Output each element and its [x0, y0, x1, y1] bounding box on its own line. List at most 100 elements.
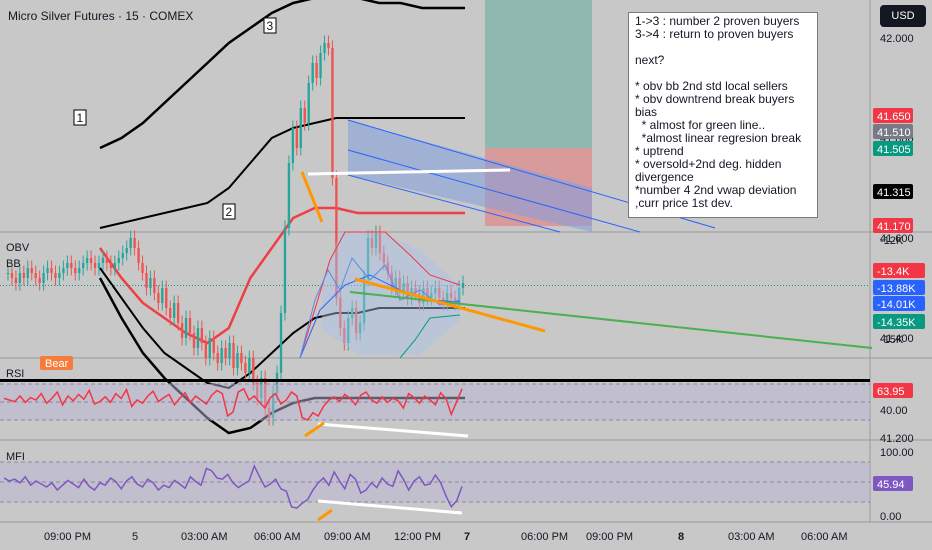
- x-tick-label: 09:00 AM: [324, 531, 370, 543]
- candle: [307, 83, 310, 123]
- candle: [85, 258, 89, 263]
- candle: [445, 293, 449, 303]
- candle: [319, 53, 322, 78]
- wave-label-box: [263, 17, 277, 34]
- candle: [30, 268, 33, 273]
- candle: [358, 323, 362, 333]
- candle: [283, 228, 287, 313]
- candle: [161, 288, 164, 303]
- rsi-value-tag-label: 63.95: [877, 386, 905, 398]
- price-tag-label: 41.650: [877, 111, 911, 123]
- candle: [145, 273, 148, 288]
- candle: [228, 343, 231, 358]
- annotation-note[interactable]: 1->3 : number 2 proven buyers 3->4 : ret…: [628, 12, 818, 218]
- candle: [93, 263, 97, 268]
- rsi-divergence-line: [317, 422, 469, 438]
- candle: [232, 343, 235, 368]
- price-tag: [873, 141, 913, 156]
- candle: [422, 288, 425, 303]
- candle: [113, 263, 117, 268]
- candle: [38, 278, 41, 283]
- vwap-band-vwap: [98, 206, 465, 345]
- candle: [275, 373, 279, 393]
- candle: [133, 238, 136, 248]
- candle: [172, 303, 176, 318]
- candle: [351, 308, 354, 318]
- x-tick-label: 03:00 AM: [181, 531, 227, 543]
- candle: [323, 43, 326, 53]
- candle: [430, 293, 433, 298]
- candle: [81, 263, 85, 268]
- obv-bb-fill: [322, 232, 460, 355]
- candle: [252, 358, 255, 383]
- candle: [66, 263, 69, 268]
- candle: [97, 263, 101, 268]
- candle: [295, 128, 299, 148]
- candle: [26, 268, 29, 278]
- obv-line: [299, 257, 461, 359]
- price-tag: [873, 108, 913, 123]
- candle: [105, 258, 109, 263]
- candle: [303, 108, 306, 123]
- candle: [74, 268, 77, 273]
- candle: [220, 348, 223, 363]
- price-tag-label: 41.315: [877, 187, 911, 199]
- rsi-tick-label: 40.00: [880, 405, 908, 417]
- candle: [287, 163, 291, 228]
- candle: [165, 288, 168, 308]
- candle: [208, 338, 211, 358]
- candle: [327, 43, 330, 48]
- price-tick-label: 42.000: [880, 33, 914, 45]
- price-orange-line: [300, 171, 324, 223]
- price-tag-label: 41.170: [877, 221, 911, 233]
- obv-value-tag-label: -13.4K: [877, 266, 910, 278]
- candle: [89, 258, 93, 263]
- candle: [394, 278, 397, 288]
- candle: [426, 288, 429, 298]
- wave-label-2: 2: [226, 205, 233, 219]
- candle: [248, 358, 251, 373]
- mfi-orange-line: [317, 508, 333, 522]
- candle: [212, 338, 215, 353]
- price-tag-label: 41.505: [877, 144, 911, 156]
- candle: [354, 308, 358, 333]
- rsi-label: RSI: [6, 368, 25, 380]
- obv-bb-upper: [299, 231, 461, 359]
- x-tick-label: 03:00 AM: [728, 531, 774, 543]
- candle: [125, 248, 128, 253]
- candle: [22, 273, 26, 278]
- mfi-value-tag-label: 45.94: [877, 479, 905, 491]
- x-tick-label: 12:00 PM: [394, 531, 441, 543]
- x-tick-label: 09:00 PM: [44, 531, 91, 543]
- candle: [6, 273, 10, 274]
- wave-label-box: [73, 109, 87, 126]
- x-tick-label: 09:00 PM: [586, 531, 633, 543]
- mfi-label: MFI: [6, 451, 25, 463]
- candle: [382, 253, 386, 263]
- vwap-band-lower1: [99, 267, 465, 390]
- candle: [343, 328, 346, 343]
- candle: [406, 283, 409, 298]
- currency-button[interactable]: USD: [880, 5, 926, 27]
- candle: [101, 258, 105, 263]
- candle: [62, 268, 65, 273]
- candle: [402, 283, 405, 293]
- mfi-divergence-line: [317, 499, 463, 515]
- candle: [224, 348, 227, 358]
- candle: [457, 288, 461, 303]
- vwap-band-upper1: [99, 117, 465, 229]
- candle: [129, 238, 132, 248]
- candle: [153, 278, 156, 293]
- candle: [42, 273, 45, 283]
- obv-value-tag: [873, 263, 925, 278]
- candle: [331, 48, 334, 178]
- candle: [244, 363, 247, 373]
- candle: [196, 328, 200, 348]
- obv-value-tag: [873, 296, 925, 311]
- x-tick-label: 5: [132, 531, 138, 543]
- obv-orange-trendline: [354, 277, 546, 333]
- x-tick-label: 06:00 PM: [521, 531, 568, 543]
- candle: [54, 273, 57, 278]
- candle: [117, 258, 120, 263]
